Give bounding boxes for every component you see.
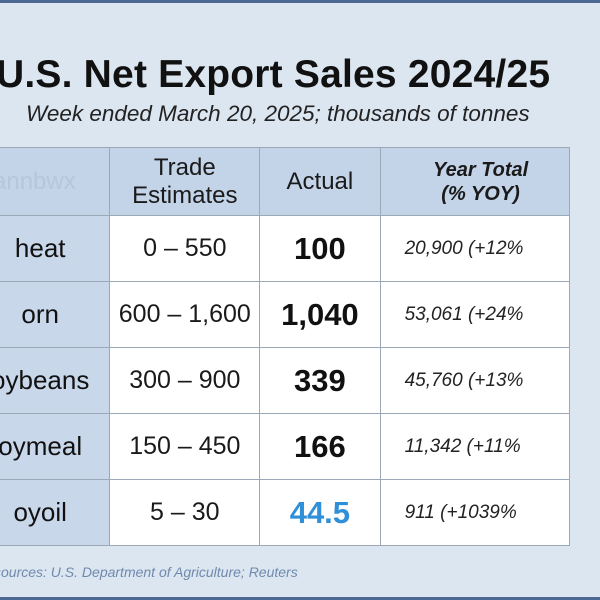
watermark-cell: annbwx: [0, 147, 111, 216]
commodity-name: oyoil: [0, 479, 111, 546]
table-row: oyoil 5 – 30 44.5 911 (+1039%: [0, 479, 571, 546]
page-title: U.S. Net Export Sales 2024/25: [0, 53, 551, 96]
year-total: 11,342 (+11%: [379, 413, 571, 480]
watermark: annbwx: [0, 167, 76, 195]
trade-estimate: 300 – 900: [109, 347, 261, 414]
header-year-total: Year Total (% YOY): [379, 147, 571, 216]
actual-value: 100: [259, 215, 381, 282]
year-total: 911 (+1039%: [379, 479, 571, 546]
trade-estimate: 150 – 450: [109, 413, 261, 480]
commodity-name: oymeal: [0, 413, 111, 480]
trade-estimate: 5 – 30: [109, 479, 261, 546]
header-actual: Actual: [259, 147, 381, 216]
source-note: sources: U.S. Department of Agriculture;…: [0, 564, 298, 580]
table-row: oymeal 150 – 450 166 11,342 (+11%: [0, 413, 571, 480]
commodity-name: heat: [0, 215, 111, 282]
commodity-name: orn: [0, 281, 111, 348]
header-trade-estimates-label: Trade Estimates: [132, 153, 238, 209]
table-body: heat 0 – 550 100 20,900 (+12% orn 600 – 1,600…: [0, 215, 571, 546]
actual-value: 166: [259, 413, 381, 480]
export-sales-table: annbwx Trade Estimates Actual Year Total…: [0, 147, 571, 546]
header-year-total-label: Year Total (% YOY): [432, 158, 529, 205]
header-trade-estimates: Trade Estimates: [109, 147, 261, 216]
actual-value: 1,040: [259, 281, 381, 348]
year-total: 20,900 (+12%: [379, 215, 571, 282]
table-row: orn 600 – 1,600 1,040 53,061 (+24%: [0, 281, 571, 348]
year-total: 45,760 (+13%: [379, 347, 571, 414]
actual-value: 339: [259, 347, 381, 414]
actual-value: 44.5: [259, 479, 381, 546]
year-total: 53,061 (+24%: [379, 281, 571, 348]
table-header-row: annbwx Trade Estimates Actual Year Total…: [0, 147, 571, 216]
commodity-name: oybeans: [0, 347, 111, 414]
table-row: oybeans 300 – 900 339 45,760 (+13%: [0, 347, 571, 414]
trade-estimate: 600 – 1,600: [109, 281, 261, 348]
trade-estimate: 0 – 550: [109, 215, 261, 282]
page-subtitle: Week ended March 20, 2025; thousands of …: [26, 101, 530, 126]
table-row: heat 0 – 550 100 20,900 (+12%: [0, 215, 571, 282]
